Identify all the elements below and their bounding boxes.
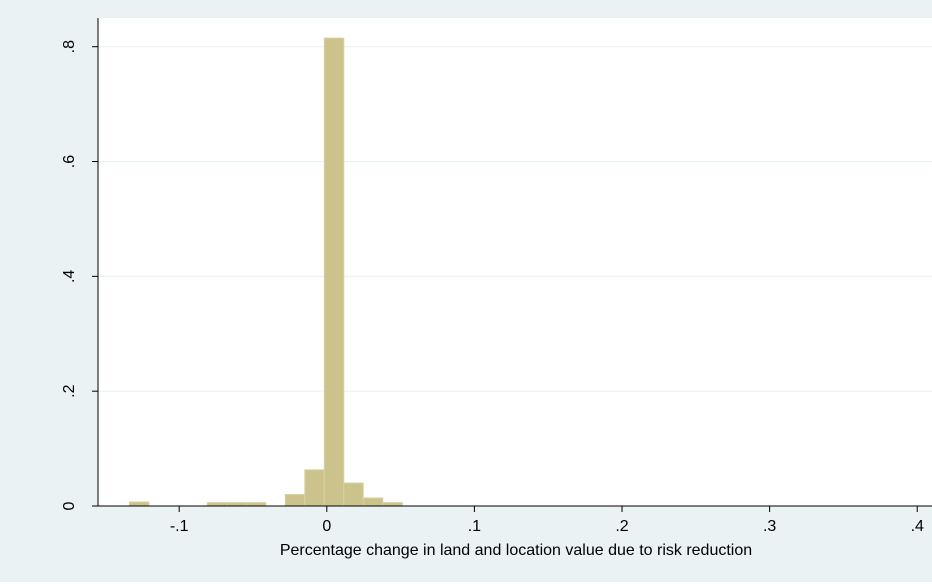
histogram-bars <box>128 37 403 507</box>
y-tick-label: .2 <box>61 384 78 397</box>
histogram-bar <box>362 497 384 507</box>
histogram-bar <box>304 469 325 507</box>
histogram-bar <box>206 502 228 507</box>
histogram-bar <box>226 502 247 507</box>
histogram-bar <box>323 37 345 507</box>
y-tick-label: .4 <box>61 270 78 283</box>
x-tick-label: .1 <box>468 518 481 535</box>
y-tick-label: .8 <box>61 40 78 53</box>
x-axis-title: Percentage change in land and location v… <box>280 542 752 559</box>
histogram-bar <box>245 502 267 507</box>
x-tick-label: 0 <box>322 518 331 535</box>
histogram-bar <box>284 494 306 507</box>
grid-lines <box>98 46 932 392</box>
x-tick-label: .2 <box>615 518 628 535</box>
y-tick-label: .6 <box>61 155 78 168</box>
histogram-bar <box>343 482 364 507</box>
x-tick-label: .3 <box>763 518 776 535</box>
y-tick-label: 0 <box>61 501 78 510</box>
x-tick-label: .4 <box>911 518 924 535</box>
x-tick-label: -.1 <box>170 518 189 535</box>
axes: -.1 0 .1 .2 .3 .4 0 .2 .4 .6 .8 <box>61 18 932 535</box>
plot-region <box>98 18 932 506</box>
histogram-bar <box>382 502 403 507</box>
histogram-bar <box>128 501 150 507</box>
